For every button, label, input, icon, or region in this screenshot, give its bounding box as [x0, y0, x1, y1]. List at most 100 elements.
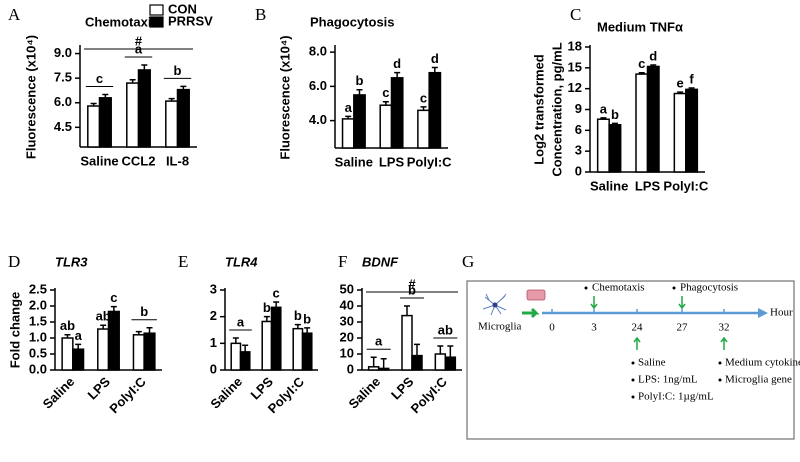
significance-letter: c [110, 290, 117, 305]
bar [685, 88, 699, 173]
error-bar [180, 85, 187, 90]
x-tick-label: LPS [379, 154, 405, 169]
error-bar [304, 327, 311, 334]
y-tick-label: 15 [568, 59, 582, 74]
chart-title: TLR3 [55, 254, 88, 269]
y-axis-label: Fold change [7, 292, 22, 369]
significance-letter: b [294, 308, 302, 323]
overall-letter: # [408, 276, 416, 291]
y-tick-label: 6 [575, 122, 582, 137]
y-tick-label: 10 [340, 345, 354, 360]
chart-title: Medium TNFα [597, 19, 683, 34]
y-axis-label: Concentration, pg/mL [549, 42, 564, 176]
event-arrow [590, 296, 598, 310]
bullet [718, 361, 722, 365]
panel-label: D [8, 252, 20, 271]
bar [61, 337, 74, 371]
panel-label: E [178, 252, 188, 271]
y-tick-label: 0 [575, 163, 582, 178]
bullet [631, 378, 635, 382]
time-label: 32 [719, 322, 730, 334]
error-bar [404, 305, 410, 316]
diagram-box [466, 280, 795, 440]
error-bar [414, 343, 420, 356]
culture-dish [526, 289, 546, 301]
error-bar [600, 117, 607, 120]
event-label: Saline [638, 357, 666, 369]
bar [87, 105, 101, 148]
event-arrow [633, 336, 641, 350]
bar [143, 332, 156, 371]
x-tick-label: Saline [40, 374, 78, 412]
significance-letter: a [345, 100, 353, 115]
event-arrow [720, 336, 728, 350]
x-tick-label: IL-8 [166, 153, 189, 168]
y-tick-label: 40 [340, 297, 354, 312]
bar [132, 334, 145, 371]
bar [635, 73, 649, 173]
error-bar [356, 89, 363, 95]
event-label: Phagocytosis [680, 282, 738, 294]
error-bar [168, 97, 175, 102]
bar [137, 69, 151, 148]
x-tick-label: Saline [80, 153, 118, 168]
group-letter: a [237, 314, 245, 329]
error-bar [394, 71, 401, 78]
event-label: PolyI:C: 1µg/mL [638, 391, 714, 403]
y-tick-label: 0.0 [29, 361, 47, 376]
bullet [631, 395, 635, 399]
y-tick-label: 9.0 [54, 45, 72, 60]
bullet [584, 286, 588, 290]
y-tick-label: 4.5 [54, 119, 72, 134]
bar [239, 351, 251, 371]
significance-letter: b [356, 73, 364, 88]
error-bar [102, 93, 109, 98]
y-tick-label: 0 [347, 361, 354, 376]
time-axis-head [758, 308, 768, 318]
bar [176, 88, 190, 148]
significance-letter: b [611, 107, 619, 122]
group-letter: b [140, 304, 148, 319]
bullet [718, 378, 722, 382]
x-tick-label: Saline [207, 374, 245, 412]
microglia-body [492, 302, 498, 308]
y-axis-label: Fluorescence (x10⁴) [277, 35, 292, 159]
error-bar [431, 66, 438, 73]
y-tick-label: 8.0 [309, 44, 327, 59]
event-arrow [678, 296, 686, 310]
error-bar [146, 327, 153, 334]
bar [98, 97, 112, 148]
y-tick-label: 4.0 [309, 112, 327, 127]
bar [608, 124, 622, 173]
bar [270, 306, 282, 371]
chart-title: Chemotaxis [85, 14, 159, 29]
bar [107, 310, 120, 371]
y-tick-label: 7.5 [54, 70, 72, 85]
error-bar [242, 344, 249, 352]
error-bar [263, 315, 270, 322]
bar [261, 320, 273, 371]
group-letter: a [375, 334, 383, 349]
significance-letter: ab [60, 318, 75, 333]
error-bar [64, 334, 71, 338]
panel-label: F [338, 252, 347, 271]
time-label: 0 [549, 322, 555, 334]
x-tick-label: Saline [335, 154, 373, 169]
y-tick-label: 50 [340, 281, 354, 296]
error-bar [110, 305, 117, 312]
significance-letter: ab [96, 309, 111, 324]
time-unit: Hour [770, 307, 793, 319]
error-bar [611, 122, 618, 125]
chart-title: BDNF [362, 254, 399, 269]
y-tick-label: 1.5 [29, 313, 47, 328]
x-tick-label: PolyI:C [408, 374, 451, 417]
legend-label: CON [168, 1, 197, 16]
bar [353, 94, 366, 149]
bar [341, 118, 355, 149]
significance-letter: c [382, 85, 389, 100]
y-tick-label: 6.0 [54, 94, 72, 109]
chart-title: Phagocytosis [310, 14, 395, 29]
significance-letter: f [689, 71, 694, 86]
error-bar [75, 343, 82, 350]
